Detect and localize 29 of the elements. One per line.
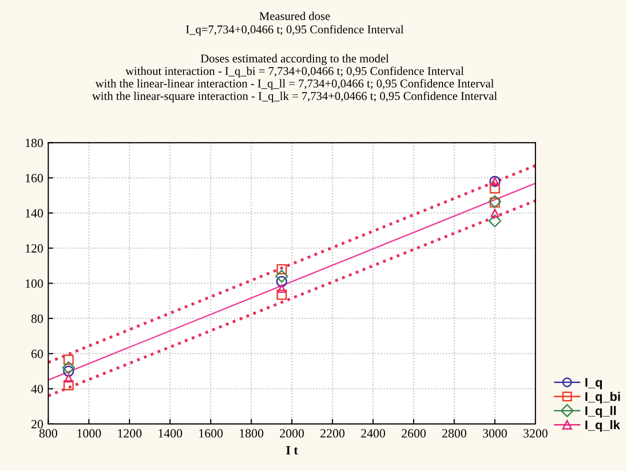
- x-tick-label: 2800: [442, 429, 466, 438]
- y-tick-label: 120: [26, 244, 43, 253]
- y-tick-label: 140: [26, 209, 43, 218]
- legend-label: I_q: [585, 378, 602, 390]
- chart-title: Measured dose I_q=7,734+0,0466 t; 0,95 Confidence Interval: [186, 12, 404, 36]
- x-tick-label: 2000: [280, 429, 304, 438]
- y-tick-label: 40: [31, 384, 43, 394]
- x-tick-label: 2400: [361, 429, 386, 438]
- y-tick-label: 180: [26, 138, 43, 148]
- x-tick-label: 1400: [158, 429, 182, 438]
- legend-label: I_q_bi: [585, 392, 620, 404]
- legend-label: I_q_lk: [585, 420, 620, 432]
- x-tick-label: 1200: [118, 429, 142, 438]
- x-tick-label: 1600: [199, 429, 223, 438]
- x-tick-label: 1000: [77, 429, 101, 438]
- x-axis-title: I t: [286, 446, 298, 454]
- legend-label: I_q_ll: [585, 406, 616, 418]
- x-tick-label: 3000: [482, 429, 507, 438]
- y-tick-label: 80: [31, 314, 43, 323]
- y-tick-label: 20: [31, 420, 43, 428]
- x-tick-label: 3200: [524, 429, 548, 438]
- x-tick-label: 800: [39, 429, 58, 438]
- y-tick-label: 100: [26, 279, 43, 288]
- x-tick-label: 2200: [320, 429, 344, 438]
- chart-subtitle: Doses estimated according to the model without interaction - I_q_bi = 7,734+0,0466 t; 0,95 Confidence Interval with the linear-linear interaction - I_q_ll = 7,734+0,0466 t; 0,95 Confidence Interval with the linear-square interaction - I_q_lk = 7,734+0,0466 t; 0,95 Confidence Interval: [92, 54, 498, 102]
- x-tick-label: 2600: [402, 429, 426, 438]
- x-tick-label: 1800: [240, 429, 264, 438]
- y-tick-label: 60: [31, 350, 43, 358]
- y-tick-label: 160: [26, 174, 43, 182]
